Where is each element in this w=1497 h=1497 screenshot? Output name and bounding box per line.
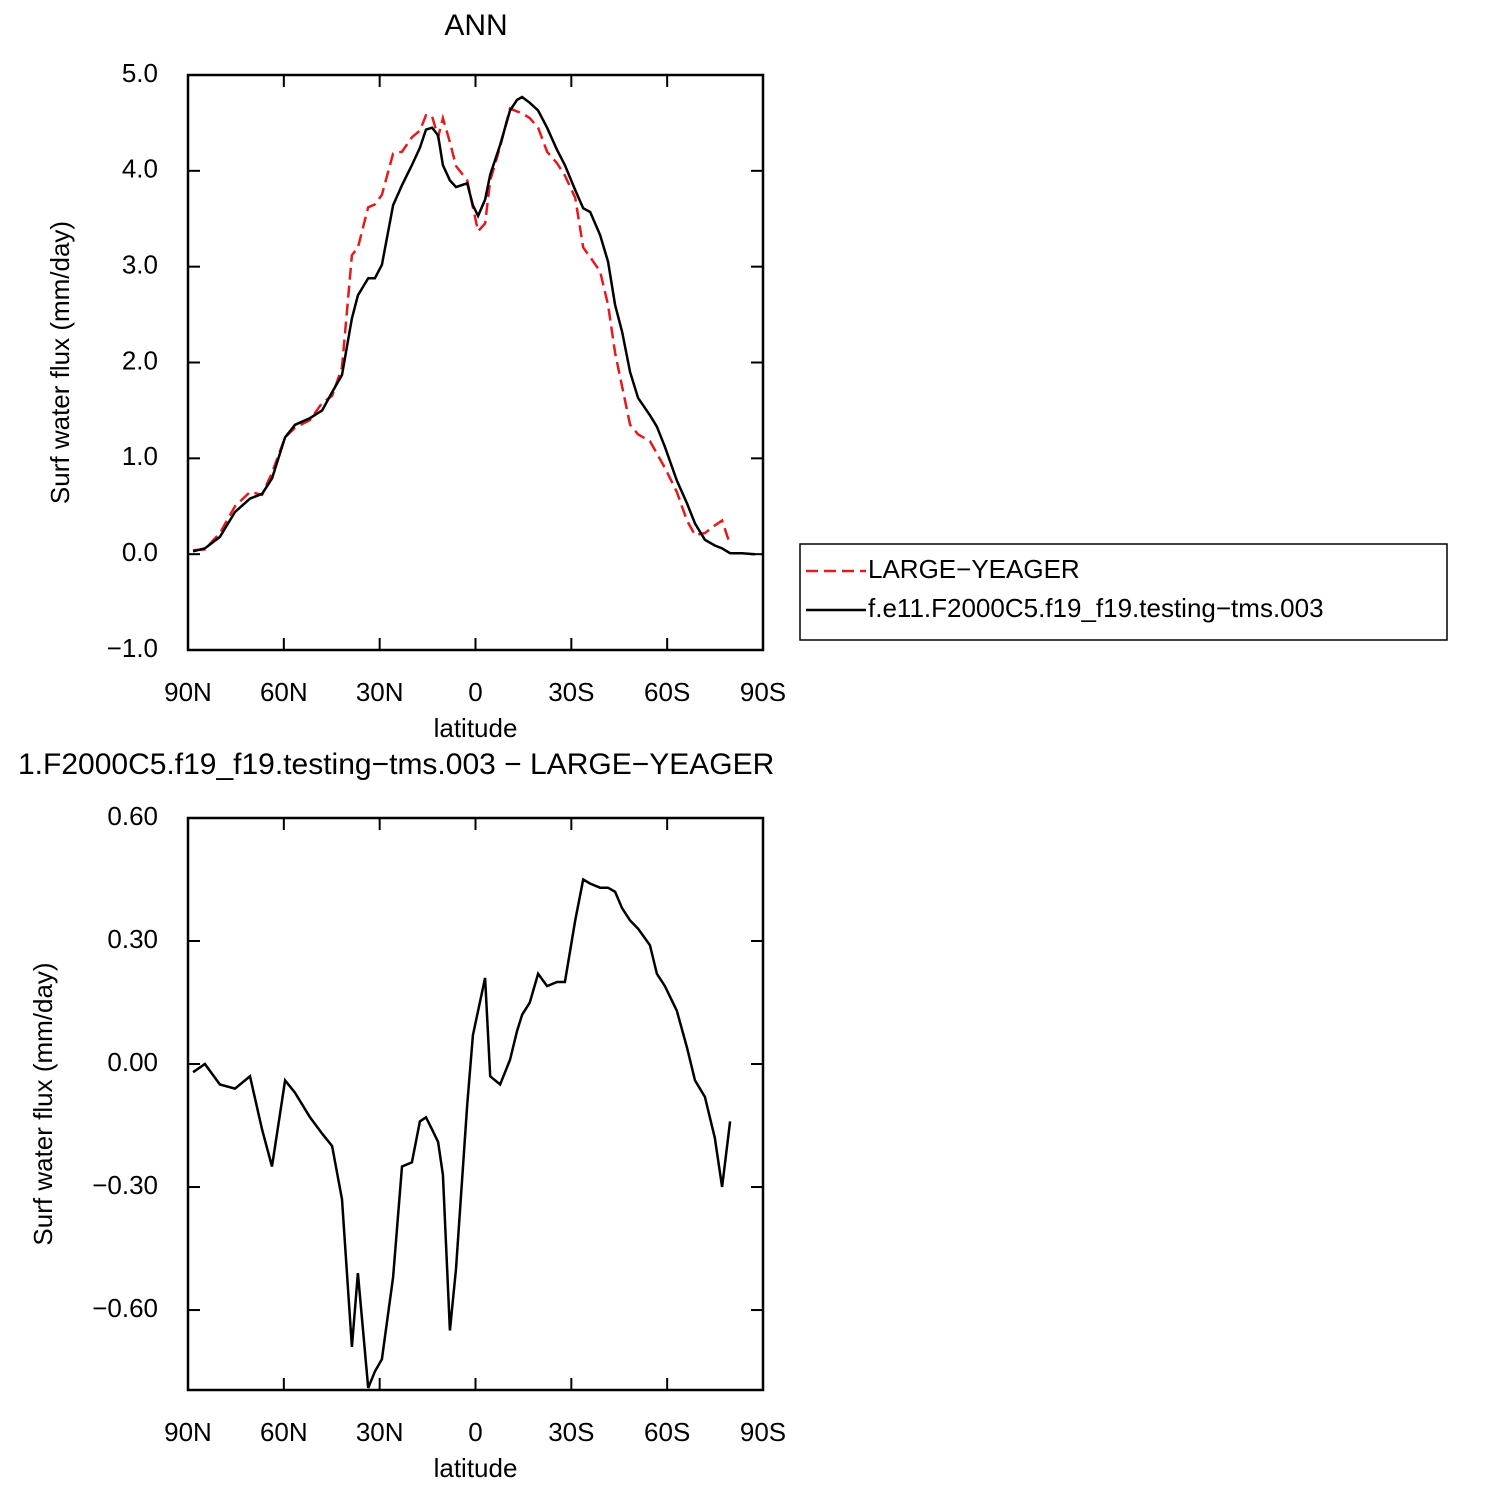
x-tick-label: 90N [164,677,212,707]
x-tick-label: 60N [260,677,308,707]
plot-frame [186,816,765,1392]
plot: 1.F2000C5.f19_f19.testing−tms.003 − LARG… [18,748,786,1483]
y-tick-label: 0.30 [107,924,158,954]
x-tick-label: 90S [740,677,786,707]
x-tick-label: 90S [740,1417,786,1447]
x-tick-label: 30S [548,1417,594,1447]
x-tick-label: 30N [356,1417,404,1447]
y-tick-label: 2.0 [122,345,158,375]
legend-label: LARGE−YEAGER [868,554,1080,584]
legend-box [799,543,1448,641]
x-tick-label: 90N [164,1417,212,1447]
x-tick-label: 30N [356,677,404,707]
y-tick-label: −0.60 [92,1293,158,1323]
y-axis-label: Surf water flux (mm/day) [28,962,58,1245]
legend: LARGE−YEAGER f.e11.F2000C5.f19_f19.testin… [799,543,1448,641]
y-tick-label: 0.0 [122,537,158,567]
y-tick-label: 0.60 [107,801,158,831]
x-tick-label: 60S [644,1417,690,1447]
x-tick-label: 0 [468,677,482,707]
x-tick-label: 30S [548,677,594,707]
data-line [192,95,756,556]
y-tick-label: −1.0 [107,633,158,663]
x-axis-label: latitude [434,1453,518,1483]
x-axis-label: latitude [434,713,518,743]
y-tick-label: 3.0 [122,250,158,280]
y-tick-label: 1.0 [122,441,158,471]
plot-frame [186,73,765,652]
legend-label: f.e11.F2000C5.f19_f19.testing−tms.003 [868,593,1324,623]
chart-title: 1.F2000C5.f19_f19.testing−tms.003 − LARG… [18,748,774,781]
y-axis-label: Surf water flux (mm/day) [45,221,75,504]
chart-title: ANN [444,9,507,42]
y-tick-label: 5.0 [122,58,158,88]
y-tick-label: −0.30 [92,1170,158,1200]
y-tick-label: 4.0 [122,154,158,184]
data-line [192,877,732,1389]
y-tick-label: 0.00 [107,1047,158,1077]
x-tick-label: 60N [260,1417,308,1447]
x-tick-label: 60S [644,677,690,707]
x-tick-label: 0 [468,1417,482,1447]
data-line [193,106,732,552]
